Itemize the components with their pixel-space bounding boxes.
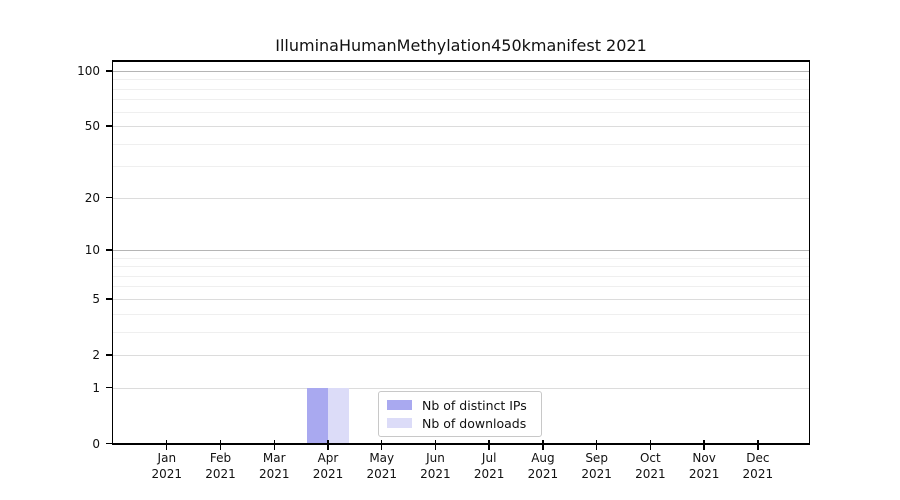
left-spine: [111, 60, 114, 445]
downloads-bar: [327, 387, 349, 444]
chart-title: IlluminaHumanMethylation450kmanifest 202…: [275, 36, 647, 55]
x-tick-year: 2021: [688, 466, 720, 481]
x-tick-label: Feb 2021: [191, 451, 251, 482]
major-gridline: [113, 71, 809, 72]
y-tick-mark: [106, 298, 113, 300]
minor-gridline: [113, 143, 809, 145]
x-tick-year: 2021: [420, 466, 451, 481]
y-tick-label: 2: [92, 347, 100, 362]
minor-gridline: [113, 275, 809, 277]
x-tick-year: 2021: [635, 466, 666, 481]
legend: Nb of distinct IPs Nb of downloads: [378, 391, 542, 437]
y-tick-label: 1: [92, 380, 100, 395]
x-tick-year: 2021: [527, 466, 559, 481]
y-tick-mark: [106, 125, 113, 127]
y-tick-mark: [106, 386, 113, 389]
major-gridline: [113, 197, 809, 199]
bottom-spine: [111, 443, 811, 446]
y-tick-mark: [106, 442, 113, 445]
y-tick-label: 20: [84, 190, 100, 205]
major-gridline: [113, 387, 809, 389]
x-tick-label: Apr 2021: [298, 451, 358, 482]
minor-gridline: [113, 99, 809, 101]
x-tick-year: 2021: [312, 466, 344, 481]
x-tick-year: 2021: [366, 466, 397, 481]
minor-gridline: [113, 313, 809, 315]
x-tick-year: 2021: [473, 466, 505, 481]
minor-gridline: [113, 266, 809, 268]
y-tick-label: 100: [77, 64, 100, 78]
x-tick-label: May 2021: [352, 451, 412, 482]
top-spine: [111, 60, 811, 62]
y-tick-label: 0: [92, 436, 100, 451]
minor-gridline: [113, 166, 809, 168]
x-tick-label: Jul 2021: [459, 451, 519, 482]
x-tick-label: Aug 2021: [513, 451, 573, 482]
major-gridline: [113, 249, 809, 251]
x-tick-year: 2021: [581, 466, 612, 481]
x-tick-label: Jan 2021: [137, 451, 197, 482]
x-tick-label: Mar 2021: [244, 451, 304, 482]
y-tick-mark: [106, 197, 113, 199]
minor-gridline: [113, 79, 809, 81]
major-gridline: [113, 126, 809, 128]
legend-label: Nb of distinct IPs: [422, 397, 527, 413]
minor-gridline: [113, 286, 809, 288]
x-tick-year: 2021: [151, 466, 183, 481]
x-tick-year: 2021: [258, 466, 290, 481]
minor-gridline: [113, 257, 809, 259]
legend-label: Nb of downloads: [422, 415, 527, 431]
minor-gridline: [113, 111, 809, 113]
y-tick-mark: [106, 70, 113, 72]
major-gridline: [113, 354, 809, 356]
x-tick-year: 2021: [742, 466, 774, 481]
x-tick-label: Sep 2021: [567, 451, 627, 482]
x-tick-label: Jun 2021: [405, 451, 465, 482]
x-tick-year: 2021: [205, 466, 236, 481]
x-tick-label: Dec 2021: [728, 451, 788, 482]
legend-item: Nb of downloads: [387, 416, 531, 431]
y-tick-mark: [106, 354, 113, 356]
x-tick-label: Nov 2021: [674, 451, 734, 482]
minor-gridline: [113, 331, 809, 333]
x-tick-label: Oct 2021: [620, 451, 680, 482]
right-spine: [808, 60, 811, 445]
legend-swatch: [387, 418, 412, 428]
y-tick-label: 50: [84, 119, 100, 134]
y-tick-mark: [106, 249, 113, 251]
minor-gridline: [113, 88, 809, 90]
distinct-ips-bar: [306, 387, 328, 444]
y-tick-label: 10: [84, 242, 100, 257]
legend-swatch: [387, 400, 412, 410]
legend-item: Nb of distinct IPs: [387, 398, 531, 413]
major-gridline: [113, 298, 809, 300]
y-tick-label: 5: [92, 291, 100, 306]
